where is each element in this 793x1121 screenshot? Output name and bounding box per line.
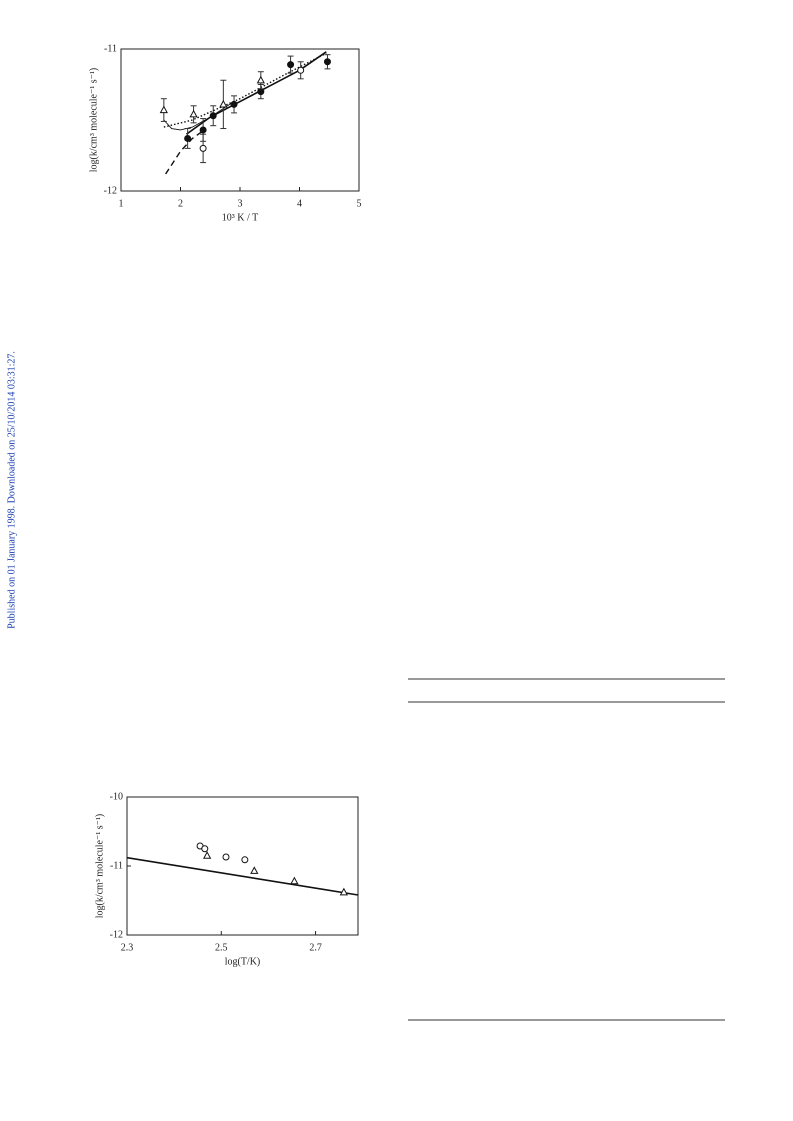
marker xyxy=(290,876,299,885)
marker xyxy=(199,144,207,152)
marker xyxy=(159,105,168,114)
marker xyxy=(189,109,198,118)
y-tick-label: -10 xyxy=(110,791,123,802)
marker xyxy=(339,887,348,896)
marker xyxy=(222,853,230,861)
marker xyxy=(287,61,295,69)
marker xyxy=(219,99,228,108)
y-tick-label: -11 xyxy=(110,860,123,871)
side-note: Published on 01 January 1998. Downloaded… xyxy=(6,351,17,629)
y-tick-label: -12 xyxy=(104,185,117,196)
marker xyxy=(241,856,249,864)
x-axis-label: log(T/K) xyxy=(225,956,261,967)
x-axis-label: 10³ K / T xyxy=(222,212,258,223)
plot-frame xyxy=(126,796,359,936)
y-axis-label: log(k/cm³ molecule⁻¹ s⁻¹) xyxy=(94,814,105,919)
marker xyxy=(201,845,209,853)
marker xyxy=(199,126,207,134)
marker xyxy=(297,66,305,74)
x-tick-label: 2.3 xyxy=(121,942,134,953)
marker xyxy=(230,100,238,108)
x-tick-label: 5 xyxy=(357,198,362,209)
marker xyxy=(250,866,259,874)
marker xyxy=(256,75,265,84)
fit-line xyxy=(185,51,327,135)
x-tick-label: 2.7 xyxy=(309,942,322,953)
x-tick-label: 2 xyxy=(178,198,183,209)
fit-line xyxy=(165,129,205,175)
fit-line xyxy=(126,856,359,896)
marker xyxy=(209,112,217,120)
y-axis-label: log(k/cm³ molecule⁻¹ s⁻¹) xyxy=(88,68,99,173)
x-tick-label: 4 xyxy=(297,198,302,209)
marker xyxy=(323,58,331,66)
y-tick-label: -11 xyxy=(104,43,117,54)
y-tick-label: -12 xyxy=(110,929,123,940)
x-tick-label: 3 xyxy=(238,198,243,209)
marker xyxy=(184,134,192,142)
x-tick-label: 1 xyxy=(119,198,124,209)
marker xyxy=(257,88,265,96)
marker xyxy=(203,851,212,859)
fit-line xyxy=(163,52,327,128)
x-tick-label: 2.5 xyxy=(215,942,228,953)
plot-frame xyxy=(120,48,360,192)
